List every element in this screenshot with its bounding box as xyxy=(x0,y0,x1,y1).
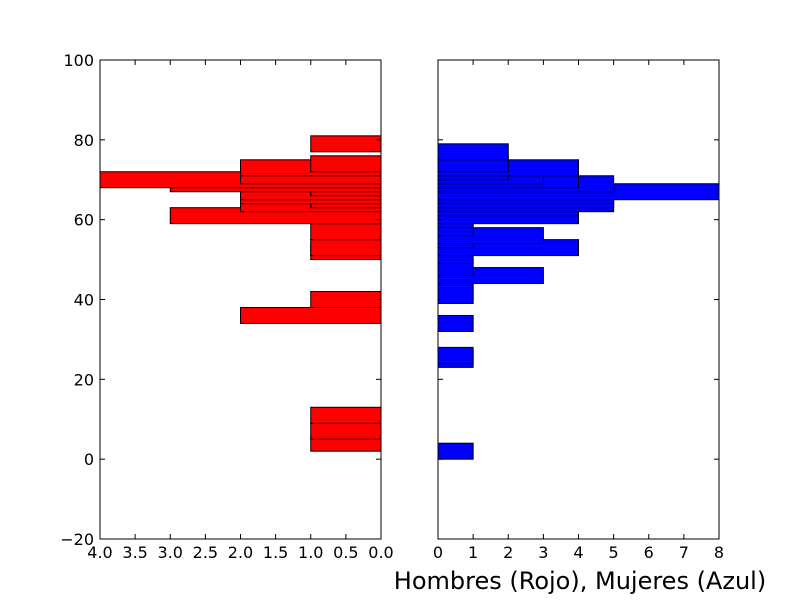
women-bar-2 xyxy=(437,346,474,364)
women-x-tick-label: 2 xyxy=(503,543,513,562)
y-tick-label: 60 xyxy=(74,211,94,230)
men-x-tick-label: 2.5 xyxy=(193,543,218,562)
men-bar-19 xyxy=(310,135,382,153)
men-x-tick-label: 1.0 xyxy=(298,543,323,562)
y-tick-label: −20 xyxy=(60,530,94,549)
men-x-tick-label: 2.0 xyxy=(228,543,253,562)
men-x-tick-label: 0.5 xyxy=(333,543,358,562)
right-panel-women: 0 1 2 3 4 5 6 7 8 xyxy=(433,59,724,562)
y-tick-label: 80 xyxy=(74,131,94,150)
women-x-tick-label: 6 xyxy=(644,543,654,562)
men-x-tick-label: 4.0 xyxy=(87,543,112,562)
men-bar-3 xyxy=(240,306,382,324)
women-bar-3 xyxy=(437,314,474,332)
women-bar-5 xyxy=(437,283,474,300)
women-x-tick-label: 4 xyxy=(573,543,583,562)
left-panel-men: 4.0 3.5 3.0 2.5 2.0 1.5 1.0 0.5 0.0 −20 0 20 40 60 80 1… xyxy=(60,51,393,562)
women-x-tick-label: 1 xyxy=(468,543,478,562)
y-tick-label: 20 xyxy=(74,370,94,389)
men-bar-7 xyxy=(310,223,382,241)
women-bar-26 xyxy=(437,143,509,161)
women-x-tick-label: 3 xyxy=(538,543,548,562)
y-tick-label: 0 xyxy=(84,450,94,469)
women-x-tick-label: 7 xyxy=(679,543,689,562)
women-x-tick-label: 0 xyxy=(433,543,443,562)
men-bar-4 xyxy=(310,291,382,308)
y-tick-label: 40 xyxy=(74,291,94,310)
women-x-tick-label: 8 xyxy=(714,543,724,562)
women-bar-0 xyxy=(437,442,474,460)
men-bar-2 xyxy=(310,406,382,424)
x-axis-label: Hombres (Rojo), Mujeres (Azul) xyxy=(394,567,766,595)
women-x-tick-label: 5 xyxy=(609,543,619,562)
men-x-tick-label: 0.0 xyxy=(368,543,393,562)
men-bar-1 xyxy=(310,422,382,440)
men-bar-6 xyxy=(310,239,382,257)
men-bar-18 xyxy=(310,155,382,173)
men-x-tick-label: 3.0 xyxy=(158,543,183,562)
y-tick-label: 100 xyxy=(63,51,94,70)
men-x-tick-label: 3.5 xyxy=(122,543,147,562)
men-x-tick-label: 1.5 xyxy=(263,543,288,562)
